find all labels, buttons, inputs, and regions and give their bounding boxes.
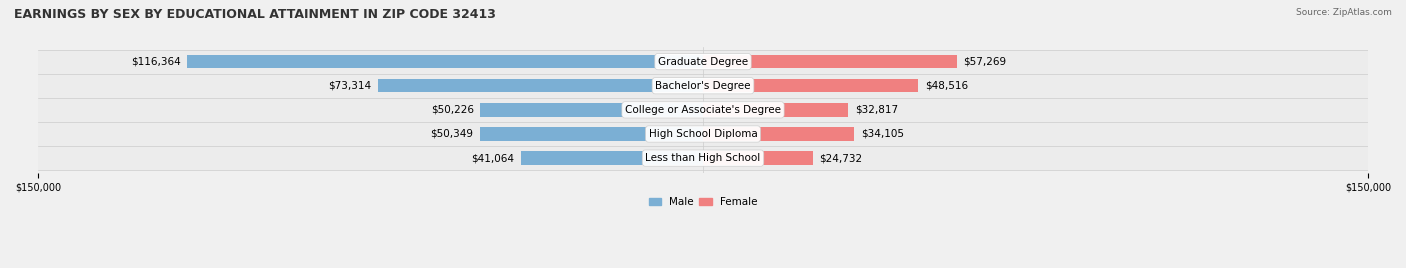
Bar (38, 50, 1368, 74)
Bar (38, 98, 1368, 122)
Bar (38, 74, 1368, 98)
Legend: Male, Female: Male, Female (644, 193, 762, 211)
Bar (481, 103, 703, 117)
Text: Less than High School: Less than High School (645, 153, 761, 163)
Text: $73,314: $73,314 (328, 81, 371, 91)
Bar (378, 79, 703, 92)
Bar (703, 151, 813, 165)
Text: High School Diploma: High School Diploma (648, 129, 758, 139)
Bar (38, 146, 1368, 170)
Text: Graduate Degree: Graduate Degree (658, 57, 748, 67)
Bar (703, 55, 957, 68)
Text: Bachelor's Degree: Bachelor's Degree (655, 81, 751, 91)
Bar (703, 79, 918, 92)
Text: College or Associate's Degree: College or Associate's Degree (626, 105, 780, 115)
Text: $50,349: $50,349 (430, 129, 474, 139)
Text: $57,269: $57,269 (963, 57, 1007, 67)
Bar (38, 122, 1368, 146)
Text: $34,105: $34,105 (860, 129, 904, 139)
Text: $116,364: $116,364 (131, 57, 180, 67)
Bar (703, 127, 855, 141)
Bar (522, 151, 703, 165)
Text: $50,226: $50,226 (430, 105, 474, 115)
Bar (479, 127, 703, 141)
Text: $48,516: $48,516 (925, 81, 967, 91)
Bar (187, 55, 703, 68)
Text: $32,817: $32,817 (855, 105, 898, 115)
Text: Source: ZipAtlas.com: Source: ZipAtlas.com (1296, 8, 1392, 17)
Text: $24,732: $24,732 (820, 153, 862, 163)
Text: EARNINGS BY SEX BY EDUCATIONAL ATTAINMENT IN ZIP CODE 32413: EARNINGS BY SEX BY EDUCATIONAL ATTAINMEN… (14, 8, 496, 21)
Text: $41,064: $41,064 (471, 153, 515, 163)
Bar (703, 103, 848, 117)
